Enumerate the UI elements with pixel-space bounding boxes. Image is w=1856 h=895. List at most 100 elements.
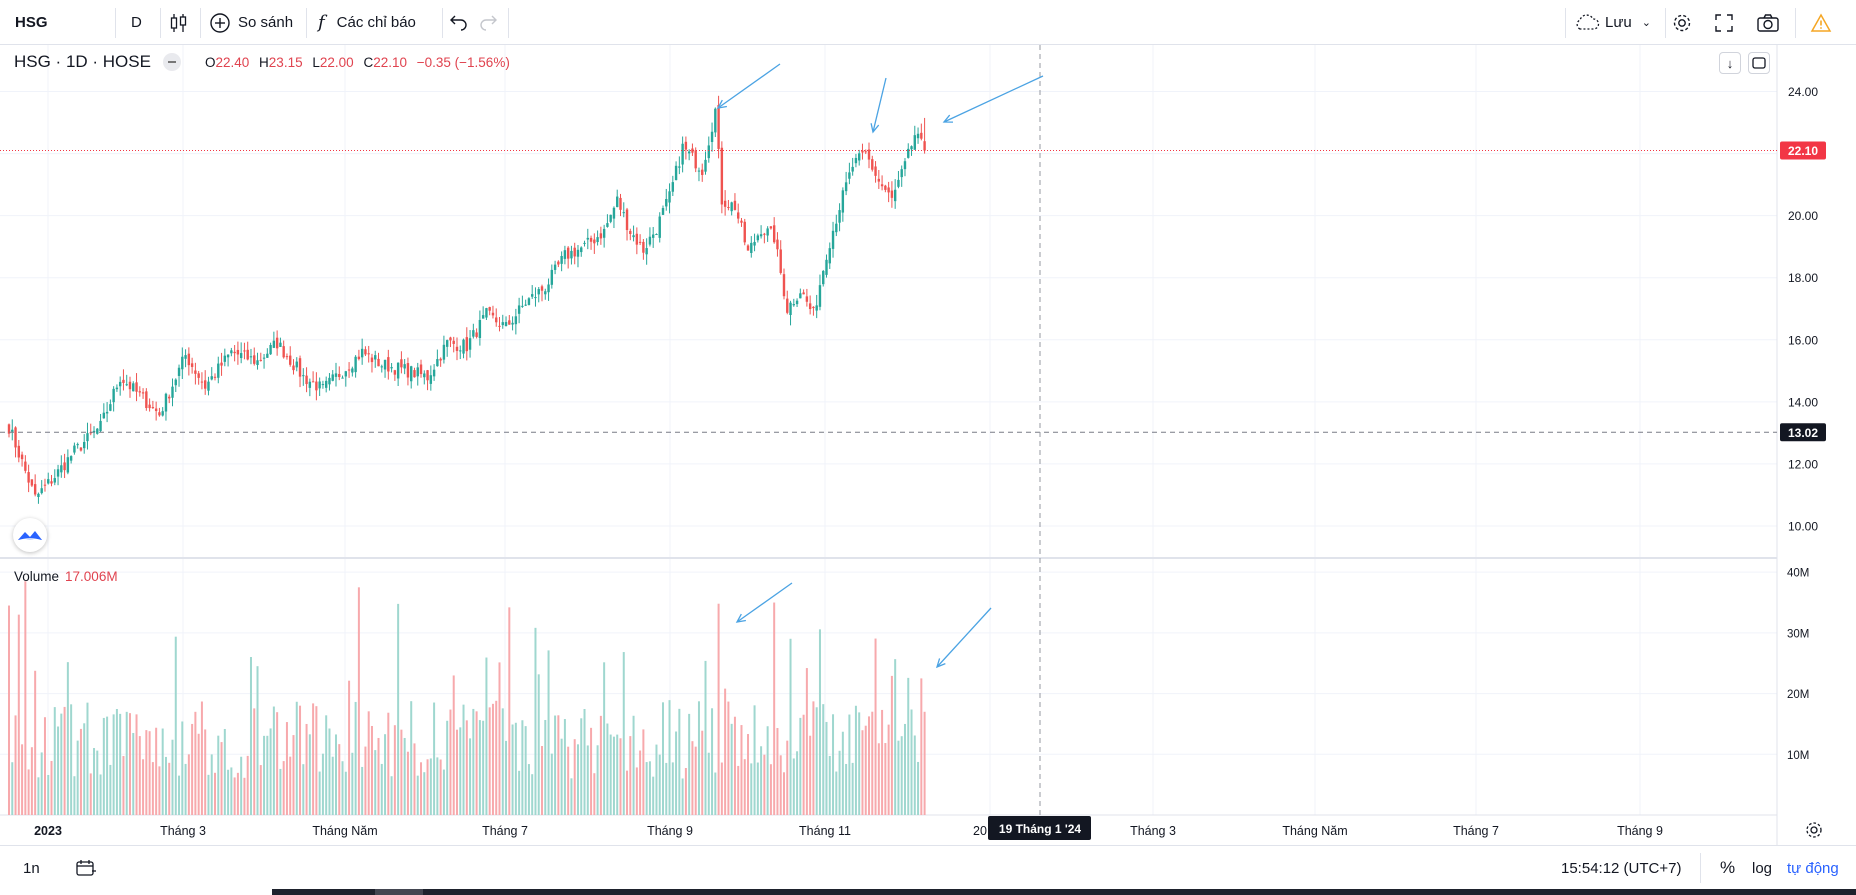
candle-body bbox=[524, 304, 527, 306]
fullscreen-button[interactable] bbox=[1714, 0, 1734, 45]
candle-body bbox=[246, 349, 249, 360]
volume-bar bbox=[818, 629, 821, 815]
volume-bar bbox=[361, 766, 364, 815]
annotation-arrow bbox=[736, 582, 793, 623]
candle-body bbox=[704, 159, 707, 172]
arrow-down-icon: ↓ bbox=[1726, 55, 1734, 71]
maximize-pane-button[interactable] bbox=[1748, 52, 1770, 74]
volume-bar bbox=[809, 735, 812, 815]
volume-bar bbox=[662, 702, 664, 815]
chart-style-button[interactable] bbox=[169, 0, 189, 45]
volume-bar bbox=[240, 756, 243, 815]
volume-bar bbox=[475, 711, 478, 815]
save-button[interactable]: Lưu ⌄ bbox=[1573, 0, 1651, 45]
volume-bar bbox=[815, 707, 818, 815]
volume-bar bbox=[439, 759, 442, 815]
volume-bar bbox=[230, 767, 233, 815]
volume-bar bbox=[903, 723, 906, 815]
clock-timezone[interactable]: 15:54:12 (UTC+7) bbox=[1561, 859, 1682, 877]
candle-body bbox=[485, 308, 488, 318]
candle-body bbox=[423, 373, 426, 378]
candle-body bbox=[334, 373, 338, 377]
candle-body bbox=[465, 337, 468, 352]
candle-body bbox=[858, 153, 861, 161]
volume-bar bbox=[227, 769, 230, 815]
volume-tick-label: 20M bbox=[1787, 689, 1809, 701]
candle-body bbox=[449, 337, 452, 341]
volume-bar bbox=[256, 666, 259, 815]
volume-bar bbox=[249, 657, 252, 815]
candle-body bbox=[537, 289, 540, 295]
volume-bar bbox=[822, 704, 825, 815]
interval-button[interactable]: D bbox=[131, 14, 142, 31]
symbol-search-button[interactable]: HSG bbox=[15, 14, 48, 31]
percent-toggle[interactable]: % bbox=[1720, 858, 1736, 877]
scroll-thumb[interactable] bbox=[375, 889, 423, 895]
log-toggle[interactable]: log bbox=[1752, 859, 1773, 877]
volume-bar bbox=[210, 754, 213, 815]
chevron-down-icon[interactable]: ⌄ bbox=[1641, 17, 1651, 29]
candle-body bbox=[694, 150, 697, 169]
volume-bar bbox=[632, 715, 635, 815]
volume-bar bbox=[76, 740, 79, 815]
indicators-button[interactable]: f Các chỉ báo bbox=[318, 0, 416, 45]
candle-body bbox=[772, 225, 776, 243]
annotation-arrowhead bbox=[935, 658, 946, 669]
volume-bar bbox=[832, 714, 835, 815]
candle-body bbox=[599, 233, 603, 239]
volume-bar bbox=[21, 744, 24, 815]
warning-button[interactable] bbox=[1810, 0, 1832, 45]
candle-body bbox=[841, 190, 845, 213]
candle-body bbox=[573, 247, 576, 257]
volume-bar bbox=[743, 759, 746, 815]
candle-body bbox=[916, 133, 920, 139]
candle-body bbox=[864, 151, 867, 153]
candle-body bbox=[396, 362, 400, 379]
candle-body bbox=[612, 207, 616, 219]
volume-bar bbox=[462, 704, 465, 815]
volume-bar bbox=[671, 762, 674, 815]
timeline-scroll-strip[interactable] bbox=[0, 889, 1856, 895]
candle-body bbox=[360, 348, 364, 358]
range-1y-button[interactable]: 1n bbox=[23, 859, 40, 877]
volume-bar bbox=[125, 711, 128, 815]
redo-button[interactable] bbox=[478, 0, 498, 45]
goto-date-button[interactable] bbox=[75, 846, 97, 890]
candle-body bbox=[648, 236, 652, 245]
annotation-arrow bbox=[936, 607, 992, 668]
open-value: 22.40 bbox=[215, 54, 250, 70]
volume-bar bbox=[122, 756, 125, 815]
volume-bar bbox=[825, 721, 828, 815]
candle-body bbox=[145, 391, 148, 409]
volume-bar bbox=[459, 727, 462, 815]
candle-body bbox=[897, 179, 900, 187]
candle-body bbox=[730, 202, 733, 212]
candle-body bbox=[282, 346, 285, 358]
function-icon: f bbox=[318, 12, 325, 33]
tradingview-logo[interactable] bbox=[13, 518, 47, 552]
screenshot-button[interactable] bbox=[1756, 0, 1780, 45]
auto-scale-toggle[interactable]: tự động bbox=[1787, 859, 1839, 877]
symbol-title[interactable]: HSG · 1D · HOSE bbox=[14, 52, 151, 71]
volume-bar bbox=[282, 761, 285, 815]
price-chart[interactable]: 24.00 22.10 20.00 18.00 16.00 14.00 13.02 12.00… bbox=[0, 0, 1856, 845]
volume-bar bbox=[348, 680, 351, 815]
candle-body bbox=[118, 381, 122, 387]
undo-button[interactable] bbox=[449, 0, 469, 45]
volume-bar bbox=[851, 762, 854, 815]
scroll-to-bottom-button[interactable]: ↓ bbox=[1719, 52, 1741, 74]
volume-bar bbox=[890, 675, 893, 815]
volume-bar bbox=[174, 636, 177, 815]
volume-bar bbox=[289, 756, 292, 815]
volume-bar bbox=[812, 701, 815, 815]
candle-body bbox=[684, 141, 688, 150]
candle-body bbox=[66, 457, 70, 473]
hide-series-icon[interactable] bbox=[162, 53, 181, 71]
candle-body bbox=[629, 230, 632, 234]
volume-bar bbox=[220, 742, 223, 815]
volume-label[interactable]: Volume bbox=[14, 569, 60, 584]
volume-bar bbox=[148, 731, 151, 815]
volume-bar bbox=[766, 726, 769, 815]
compare-button[interactable]: So sánh bbox=[209, 0, 293, 45]
settings-button[interactable] bbox=[1671, 0, 1693, 45]
